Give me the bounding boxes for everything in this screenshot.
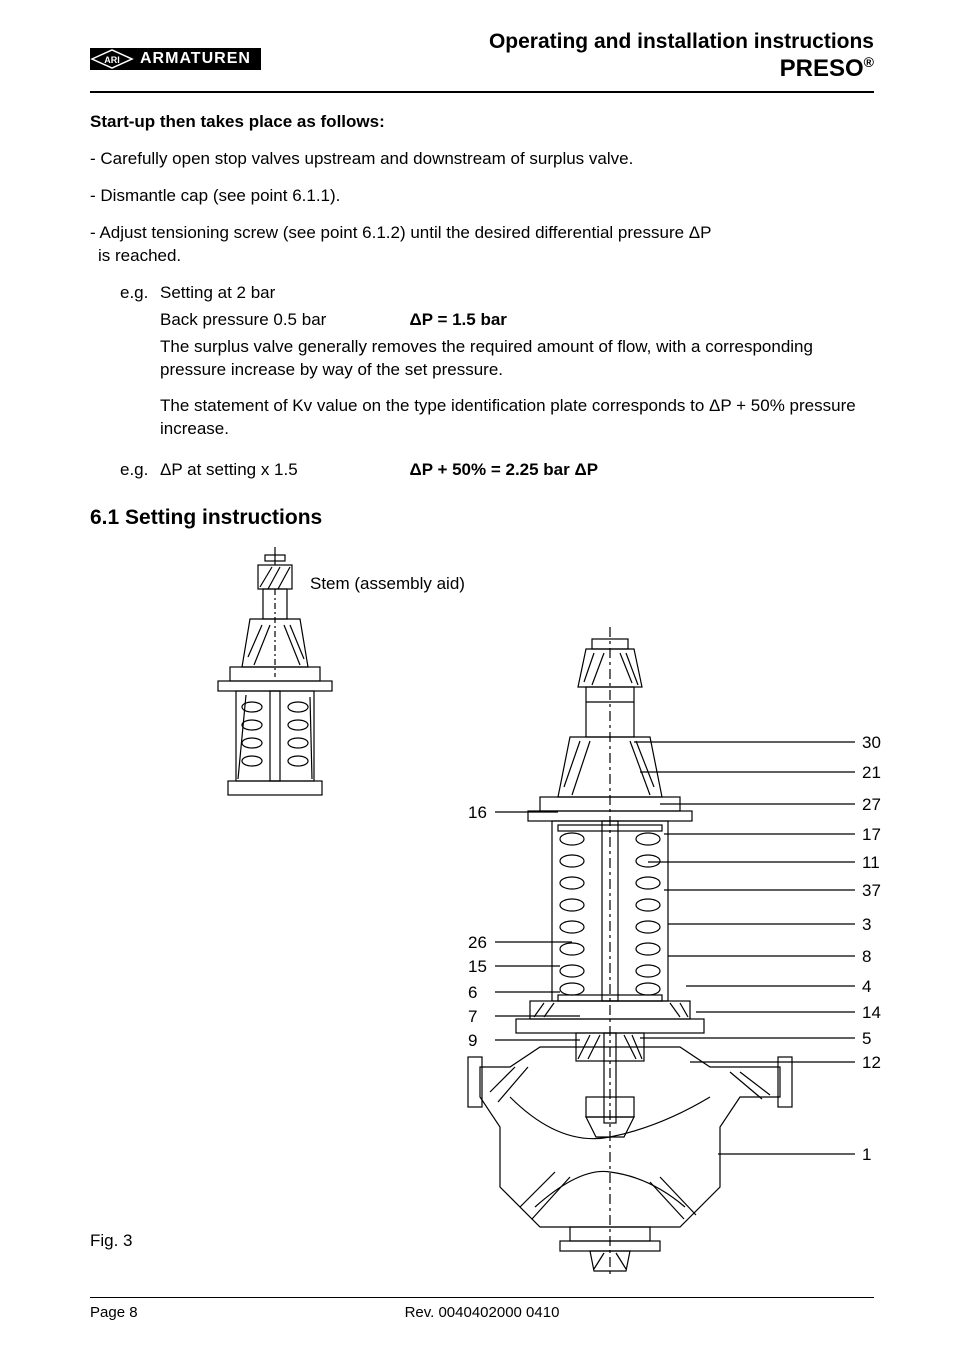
header-brand: PRESO (780, 55, 864, 82)
callout-left: 26 (468, 932, 487, 955)
content-body: Start-up then takes place as follows: - … (90, 111, 874, 1287)
step-1: - Carefully open stop valves upstream an… (90, 148, 874, 171)
callout-right: 8 (862, 946, 871, 969)
header-title-line2: PRESO® (489, 54, 874, 83)
svg-text:ARI: ARI (104, 55, 120, 65)
footer-revision: Rev. 0040402000 0410 (405, 1304, 560, 1321)
step-2: - Dismantle cap (see point 6.1.1). (90, 185, 874, 208)
callout-right: 12 (862, 1052, 881, 1075)
callout-right: 5 (862, 1028, 871, 1051)
callout-left: 7 (468, 1006, 477, 1029)
eg1-backpressure: Back pressure 0.5 bar (160, 309, 360, 332)
figure-small (200, 547, 350, 824)
callout-left: 9 (468, 1030, 477, 1053)
eg-label-1: e.g. (90, 282, 160, 456)
eg1-dp: ΔP = 1.5 bar (409, 310, 506, 329)
step-3a: - Adjust tensioning screw (see point 6.1… (90, 222, 874, 245)
callout-right: 14 (862, 1002, 881, 1025)
callout-left: 16 (468, 802, 487, 825)
eg2-left: ΔP at setting x 1.5 (160, 459, 360, 482)
example-1: e.g. Setting at 2 bar Back pressure 0.5 … (90, 282, 874, 456)
page-header: ARI ARMATUREN Operating and installation… (90, 30, 874, 93)
figures-area: Stem (assembly aid) (90, 547, 874, 1287)
footer-page: Page 8 (90, 1304, 138, 1321)
logo-text: ARMATUREN (134, 48, 261, 70)
callout-right: 27 (862, 794, 881, 817)
callout-right: 21 (862, 762, 881, 785)
callout-right: 4 (862, 976, 871, 999)
callout-right: 1 (862, 1144, 871, 1167)
callout-right: 3 (862, 914, 871, 937)
logo-diamond-icon: ARI (90, 48, 134, 70)
eg1-line2: Back pressure 0.5 bar ΔP = 1.5 bar (160, 309, 874, 332)
example-2: e.g. ΔP at setting x 1.5 ΔP + 50% = 2.25… (90, 459, 874, 482)
step-3b: is reached. (90, 245, 874, 268)
callout-right: 17 (862, 824, 881, 847)
callout-right: 30 (862, 732, 881, 755)
eg1-text2: The statement of Kv value on the type id… (160, 395, 874, 441)
eg1-text1: The surplus valve generally removes the … (160, 336, 874, 382)
page-footer: Page 8 Rev. 0040402000 0410 (90, 1297, 874, 1321)
eg-label-2: e.g. (90, 459, 160, 482)
brand-logo: ARI ARMATUREN (90, 48, 261, 70)
header-title: Operating and installation instructions … (489, 30, 874, 83)
figure-large (380, 627, 900, 1294)
eg1-line1: Setting at 2 bar (160, 282, 874, 305)
header-title-line1: Operating and installation instructions (489, 30, 874, 54)
figure-caption: Fig. 3 (90, 1231, 133, 1251)
eg2-right: ΔP + 50% = 2.25 bar ΔP (409, 460, 598, 479)
section-heading: 6.1 Setting instructions (90, 504, 874, 532)
callout-right: 11 (862, 852, 880, 875)
startup-heading: Start-up then takes place as follows: (90, 111, 874, 134)
registered-mark: ® (864, 54, 874, 70)
callout-left: 6 (468, 982, 477, 1005)
footer-spacer (870, 1304, 874, 1321)
callout-right: 37 (862, 880, 881, 903)
callout-left: 15 (468, 956, 487, 979)
